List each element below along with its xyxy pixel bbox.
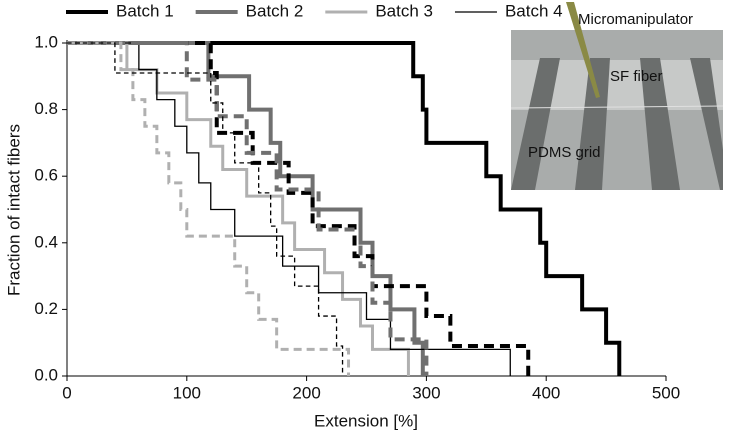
series-line — [67, 42, 511, 376]
y-tick-label: 0.6 — [34, 166, 58, 185]
legend-item: Batch 1 — [66, 1, 174, 20]
series-line — [67, 41, 351, 376]
photo-stripe — [575, 58, 610, 190]
y-axis-label: Fraction of intact fibers — [4, 124, 23, 296]
x-tick-label: 0 — [62, 383, 71, 402]
legend-label: Batch 2 — [246, 1, 304, 20]
annotation: PDMS grid — [528, 144, 601, 161]
series-line — [67, 41, 622, 376]
photo-stripe — [511, 58, 560, 190]
photo-needle — [566, 2, 600, 98]
legend-item: Batch 4 — [454, 1, 563, 20]
plot-area: 0 100 200 300 400 500 0.0 0.2 0.4 0.6 0.8 1.0 — [34, 32, 680, 402]
photo-stripe — [690, 58, 723, 190]
y-tick-label: 0.8 — [34, 99, 58, 118]
x-axis-label: Extension [%] — [314, 411, 418, 430]
y-tick-label: 0.2 — [34, 299, 58, 318]
x-tick-label: 400 — [532, 383, 560, 402]
legend-label: Batch 1 — [116, 1, 174, 20]
legend-item: Batch 2 — [195, 1, 304, 20]
legend-item: Batch 3 — [325, 1, 433, 20]
inset-photo: Micromanipulator SF fiber PDMS grid — [510, 2, 724, 190]
x-tick-label: 300 — [412, 383, 440, 402]
y-tick-label: 1.0 — [34, 32, 58, 51]
series-line — [67, 41, 410, 376]
legend-label: Batch 4 — [505, 1, 563, 20]
x-tick-label: 500 — [652, 383, 680, 402]
series-line — [67, 41, 429, 376]
photo-fiber — [510, 105, 724, 109]
x-tick-label: 200 — [292, 383, 320, 402]
y-tick-label: 0.4 — [34, 232, 58, 251]
photo-stripe — [640, 58, 680, 190]
y-tick-label: 0.0 — [34, 365, 58, 384]
photo-grid-band — [511, 60, 723, 110]
x-tick-label: 100 — [173, 383, 201, 402]
series-line — [67, 41, 425, 376]
annotation: SF fiber — [610, 68, 663, 85]
series-line — [67, 41, 531, 376]
annotation: Micromanipulator — [578, 11, 693, 28]
legend-label: Batch 3 — [375, 1, 433, 20]
series-line — [67, 42, 344, 376]
